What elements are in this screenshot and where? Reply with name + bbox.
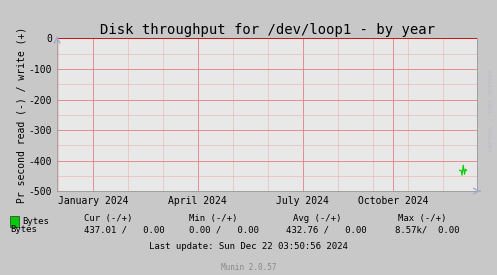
Text: Cur (-/+): Cur (-/+) [84,214,133,223]
Y-axis label: Pr second read (-) / write (+): Pr second read (-) / write (+) [16,27,26,203]
Text: Bytes: Bytes [10,226,37,234]
Text: RRDTOOL / TOBI OETIKER: RRDTOOL / TOBI OETIKER [488,69,493,151]
Text: 8.57k/  0.00: 8.57k/ 0.00 [395,226,460,234]
Text: Max (-/+): Max (-/+) [398,214,446,223]
Text: Munin 2.0.57: Munin 2.0.57 [221,263,276,271]
Text: 0.00 /   0.00: 0.00 / 0.00 [189,226,259,234]
Title: Disk throughput for /dev/loop1 - by year: Disk throughput for /dev/loop1 - by year [99,23,435,37]
Text: Avg (-/+): Avg (-/+) [293,214,341,223]
Text: Min (-/+): Min (-/+) [189,214,237,223]
Text: Last update: Sun Dec 22 03:50:56 2024: Last update: Sun Dec 22 03:50:56 2024 [149,242,348,251]
Text: 437.01 /   0.00: 437.01 / 0.00 [84,226,165,234]
Text: 432.76 /   0.00: 432.76 / 0.00 [286,226,366,234]
Text: Bytes: Bytes [22,218,49,226]
